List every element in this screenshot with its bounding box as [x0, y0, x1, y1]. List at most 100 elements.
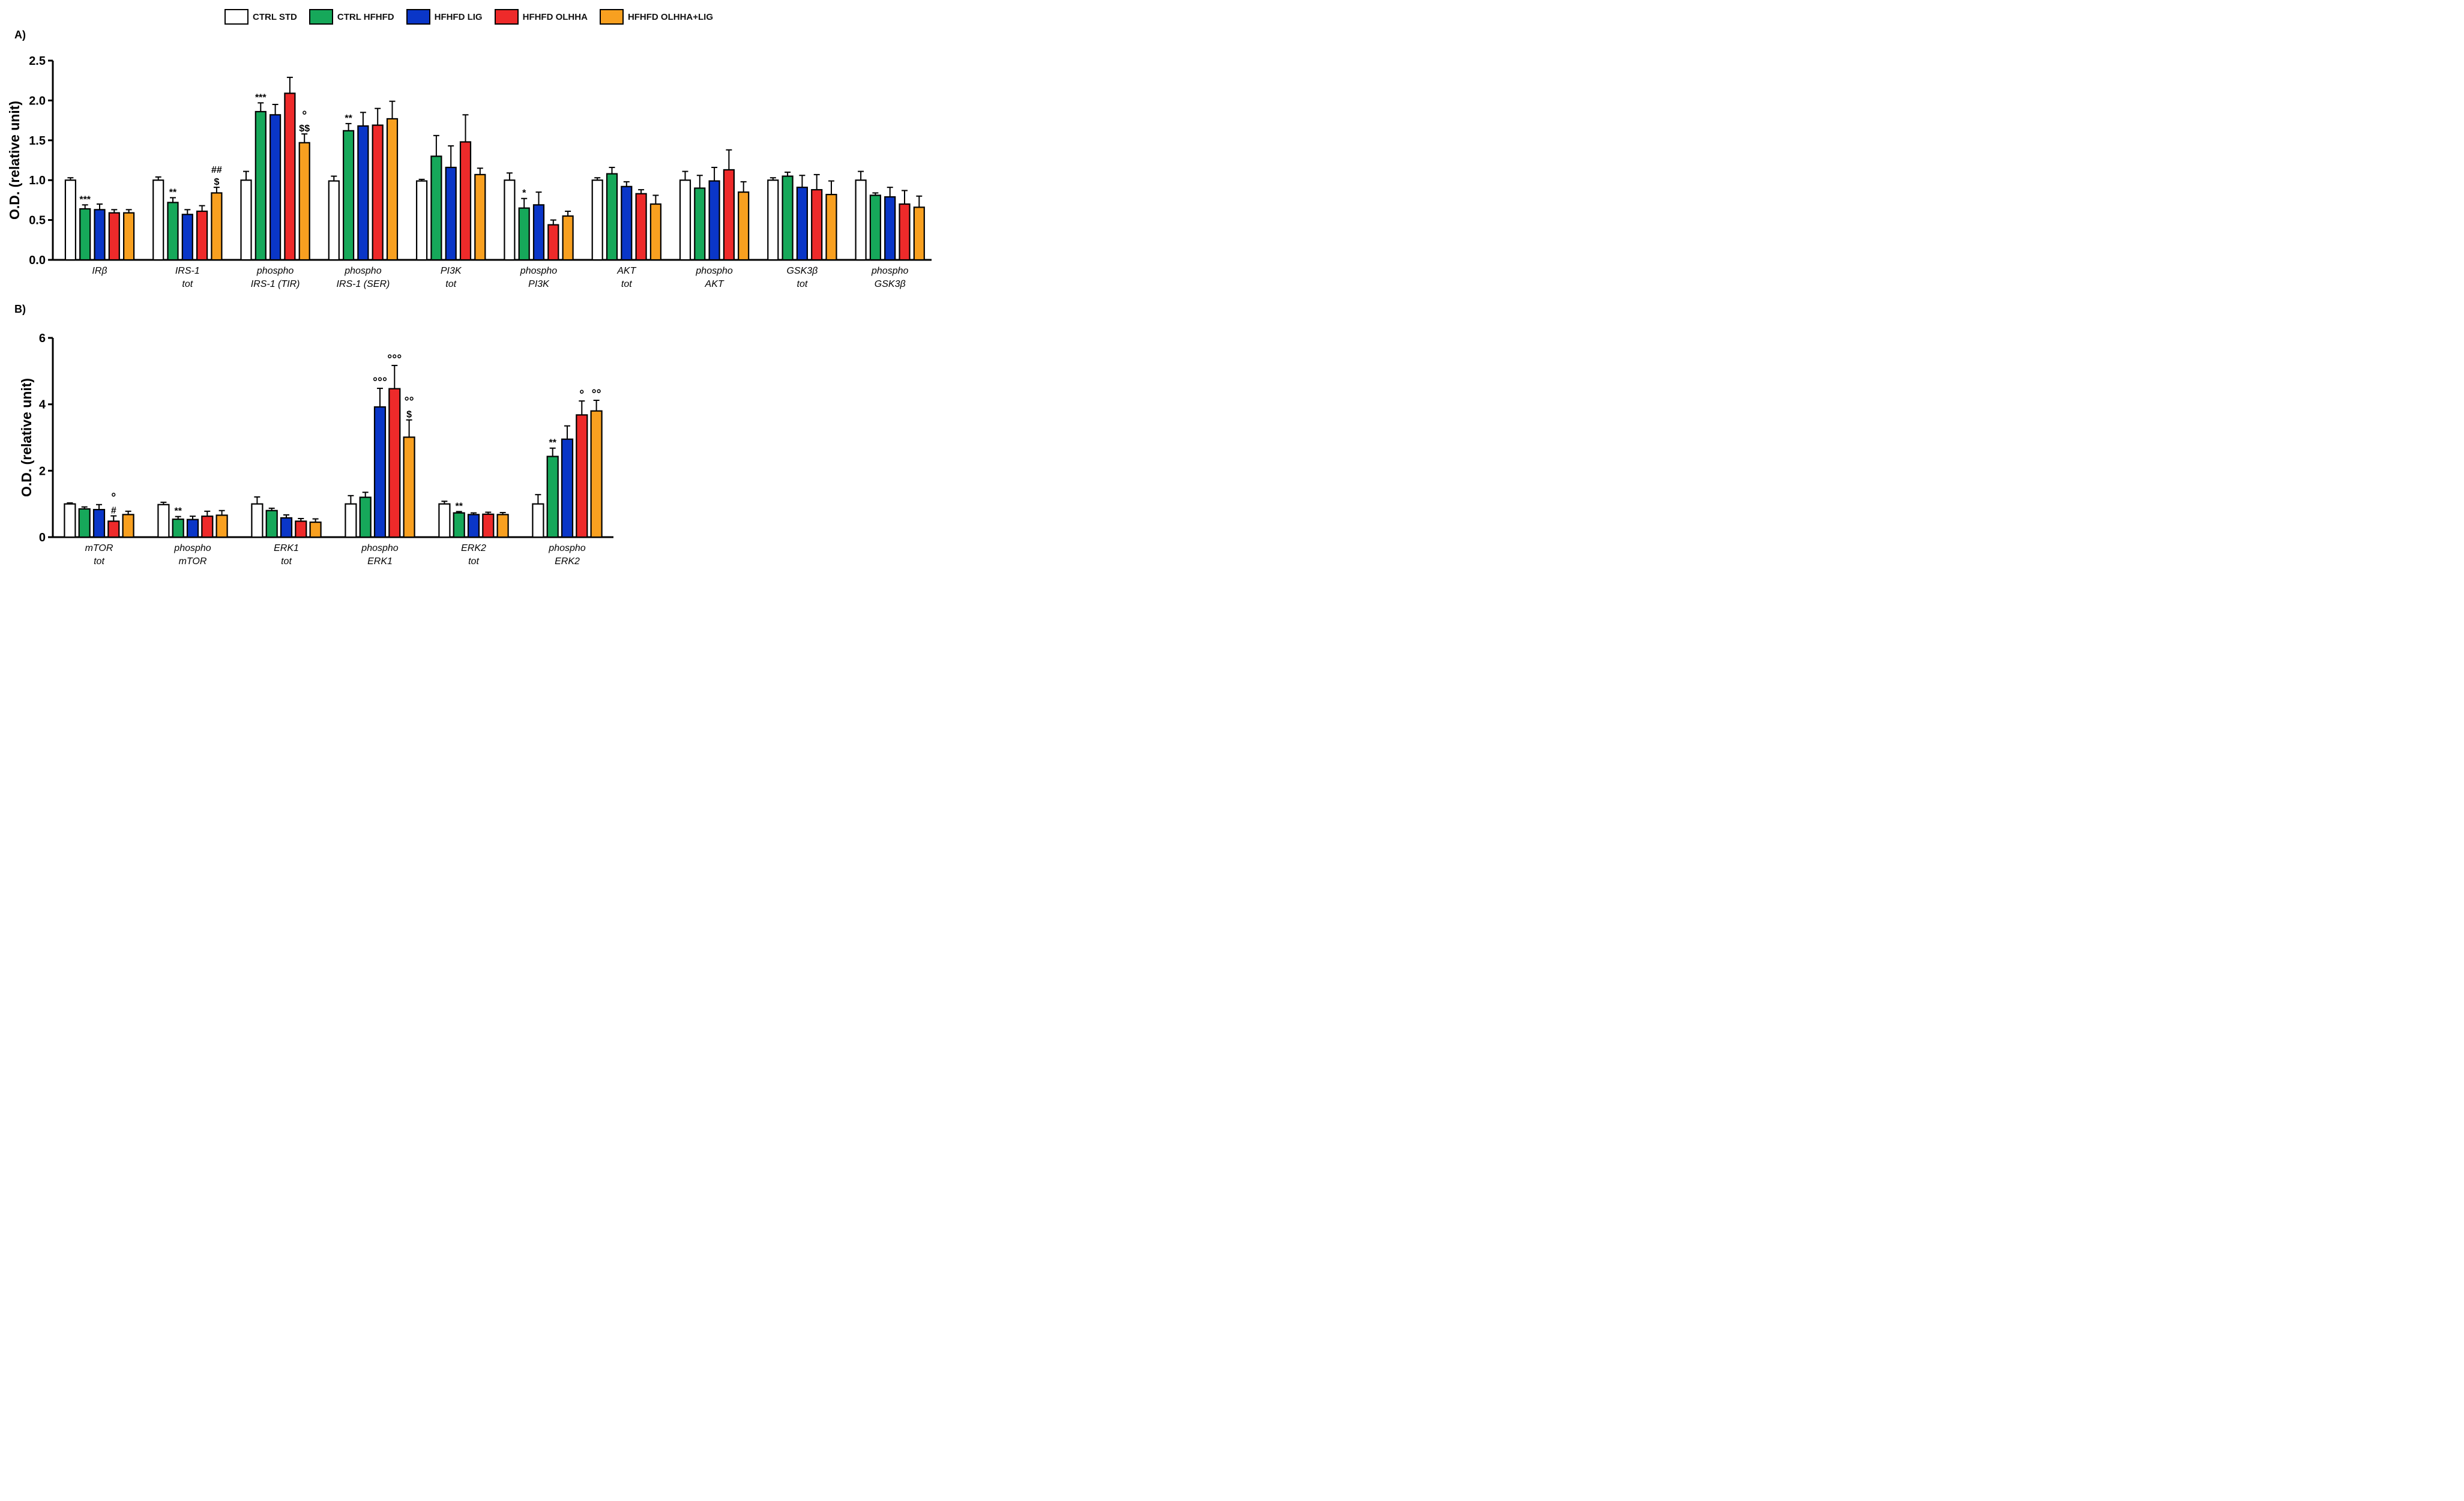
significance-mark: **	[345, 113, 352, 124]
bar	[386, 118, 399, 261]
bar	[251, 503, 264, 538]
bar	[782, 175, 794, 261]
legend-label: HFHFD OLHHA+LIG	[627, 11, 714, 22]
category-label: ERK1	[367, 556, 393, 567]
category-label: PI3K	[441, 266, 462, 276]
bar-group: ** phospho IRS-1 (SER)	[328, 100, 399, 289]
bar	[157, 504, 170, 538]
category-label: GSK3β	[786, 266, 818, 276]
bar	[453, 512, 465, 538]
category-label: ERK1	[274, 543, 299, 553]
bar-group: AKT tot	[591, 166, 662, 289]
category-label: phospho	[871, 266, 908, 276]
bar	[621, 185, 633, 261]
legend-item: HFHFD OLHHA+LIG	[599, 9, 714, 25]
bar	[518, 207, 530, 261]
legend-label: HFHFD OLHHA	[522, 11, 588, 22]
y-tick-label: 0	[39, 531, 46, 544]
category-label: tot	[94, 556, 104, 567]
bar	[211, 192, 223, 261]
bar	[445, 166, 457, 261]
significance-mark: *	[522, 188, 526, 199]
bar	[122, 514, 134, 538]
significance-mark: °	[111, 492, 116, 505]
bar	[547, 224, 559, 261]
category-label: IRS-1	[175, 266, 200, 276]
bar	[825, 194, 837, 261]
category-label: mTOR	[179, 556, 207, 567]
bar-group: phospho AKT	[679, 149, 750, 289]
legend-item: HFHFD LIG	[406, 9, 483, 25]
category-label: phospho	[344, 266, 381, 276]
significance-mark: ##	[211, 165, 222, 175]
bar	[345, 503, 357, 538]
category-label: AKT	[616, 266, 636, 276]
chart-panel-a: 0.00.51.01.52.02.5O.D. (relative unit) **…	[7, 55, 932, 289]
significance-mark: **	[455, 501, 463, 511]
category-label: tot	[445, 279, 456, 289]
bar	[359, 496, 372, 538]
significance-mark: °°°	[373, 376, 387, 389]
y-tick-label: 2	[39, 465, 46, 478]
bar	[94, 209, 106, 261]
legend-swatch	[494, 9, 519, 25]
bar	[270, 114, 282, 261]
bar	[172, 519, 184, 538]
bar	[167, 202, 179, 261]
bar	[328, 180, 340, 261]
bar	[482, 513, 495, 538]
bar	[298, 142, 310, 261]
bar	[430, 155, 442, 261]
y-tick-label: 2.0	[29, 94, 46, 107]
bar-group: ** $ ## IRS-1 tot	[152, 165, 223, 289]
category-label: tot	[468, 556, 479, 567]
legend-label: CTRL STD	[253, 11, 297, 22]
bar-group: ** phospho mTOR	[157, 501, 228, 567]
legend-swatch	[309, 9, 333, 25]
bar	[107, 520, 120, 538]
legend-swatch	[406, 9, 430, 25]
bar	[723, 169, 735, 261]
y-axis-label: O.D. (relative unit)	[7, 101, 22, 220]
category-label: ERK2	[555, 556, 580, 567]
bar	[561, 438, 574, 538]
bar	[64, 179, 77, 261]
category-label: phospho	[695, 266, 732, 276]
bar-group: *** $$ ° phospho IRS-1 (TIR)	[240, 76, 310, 289]
bar	[196, 210, 208, 261]
figure-canvas: 0.00.51.01.52.02.5O.D. (relative unit) **…	[7, 55, 932, 567]
significance-mark: °°	[592, 388, 601, 401]
bar-group: GSK3β tot	[767, 171, 837, 289]
bar	[649, 203, 662, 261]
bar	[373, 406, 387, 538]
category-label: AKT	[705, 279, 724, 289]
y-axis-label: O.D. (relative unit)	[19, 378, 34, 497]
bar	[679, 179, 691, 261]
legend-item: CTRL HFHFD	[309, 9, 394, 25]
bar	[309, 521, 322, 538]
bar	[869, 194, 882, 261]
bar	[357, 125, 369, 261]
category-label: GSK3β	[875, 279, 906, 289]
category-label: IRS-1 (SER)	[336, 279, 390, 289]
bar	[467, 514, 480, 538]
category-label: phospho	[173, 543, 211, 553]
bar-group: #° mTOR tot	[64, 492, 134, 567]
bar	[388, 388, 401, 538]
bar	[562, 215, 574, 261]
significance-mark: °	[579, 388, 584, 402]
significance-mark: °	[302, 109, 307, 122]
bar	[606, 173, 618, 261]
legend: CTRL STD CTRL HFHFD HFHFD LIG HFHFD OLHHA HF…	[224, 7, 725, 26]
category-label: mTOR	[85, 543, 113, 553]
panel-b-label: B)	[14, 303, 26, 315]
bar-group: PI3K tot	[415, 114, 486, 289]
bar-group: ** ERK2 tot	[438, 501, 509, 567]
bar	[532, 204, 545, 261]
bar	[899, 203, 911, 261]
bar	[496, 514, 509, 538]
significance-mark: **	[174, 507, 182, 517]
bar	[855, 179, 867, 261]
